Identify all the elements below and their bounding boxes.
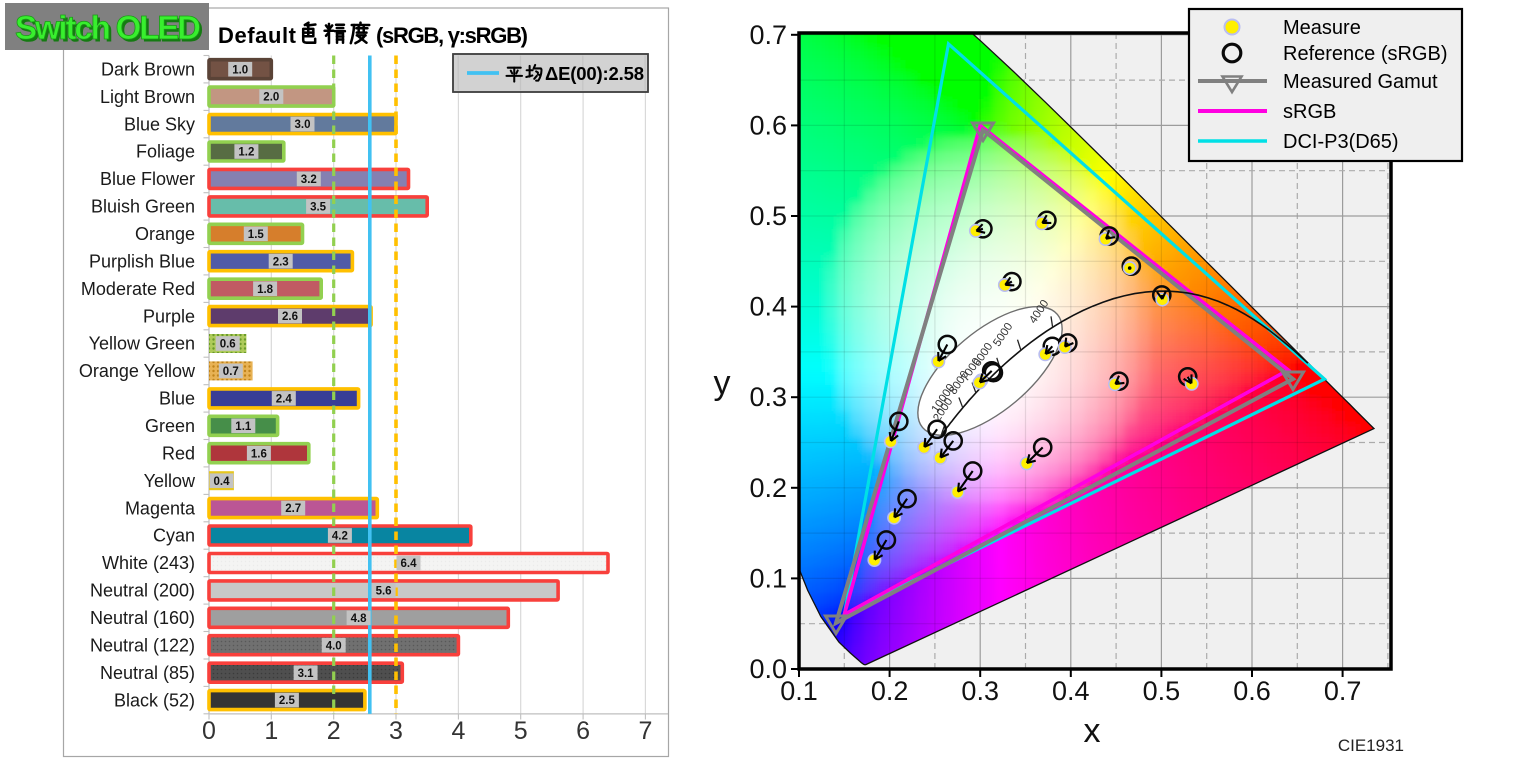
svg-text:Blue Flower: Blue Flower xyxy=(100,169,195,189)
svg-text:2.7: 2.7 xyxy=(285,503,301,515)
svg-text:Moderate Red: Moderate Red xyxy=(81,279,195,299)
svg-text:Neutral (122): Neutral (122) xyxy=(90,635,195,655)
svg-text:0.5: 0.5 xyxy=(749,201,787,231)
svg-text:1.0: 1.0 xyxy=(232,64,248,76)
svg-text:Orange Yellow: Orange Yellow xyxy=(79,361,196,381)
svg-text:1.1: 1.1 xyxy=(235,421,252,433)
svg-text:0.2: 0.2 xyxy=(749,473,787,503)
svg-text:Light Brown: Light Brown xyxy=(100,87,195,107)
svg-text:Switch OLED: Switch OLED xyxy=(18,12,204,49)
svg-text:2.0: 2.0 xyxy=(263,92,279,104)
svg-text:Switch OLED: Switch OLED xyxy=(15,9,201,46)
svg-text:0.3: 0.3 xyxy=(749,382,787,412)
svg-text:Green: Green xyxy=(145,416,195,436)
svg-text:0.4: 0.4 xyxy=(749,292,787,322)
svg-text:1.8: 1.8 xyxy=(257,284,274,296)
svg-text:CIE1931: CIE1931 xyxy=(1338,736,1404,755)
svg-text:ΔE(00):2.58: ΔE(00):2.58 xyxy=(545,63,644,84)
svg-text:0.2: 0.2 xyxy=(871,676,909,706)
svg-text:0.4: 0.4 xyxy=(1052,676,1090,706)
svg-text:Foliage: Foliage xyxy=(136,142,195,162)
svg-text:Black (52): Black (52) xyxy=(114,690,195,710)
svg-text:Purple: Purple xyxy=(143,306,195,326)
svg-text:7: 7 xyxy=(638,717,652,745)
svg-text:0.4: 0.4 xyxy=(214,476,231,488)
svg-text:Red: Red xyxy=(162,443,195,463)
svg-text:Measured Gamut: Measured Gamut xyxy=(1283,71,1438,93)
svg-text:1.2: 1.2 xyxy=(238,147,254,159)
svg-text:4.0: 4.0 xyxy=(326,640,342,652)
svg-text:Purplish Blue: Purplish Blue xyxy=(89,251,195,271)
svg-text:0.6: 0.6 xyxy=(220,339,236,351)
svg-text:x: x xyxy=(1084,712,1101,750)
svg-text:1.6: 1.6 xyxy=(251,448,267,460)
svg-text:(sRGB, γ:sRGB): (sRGB, γ:sRGB) xyxy=(376,23,528,48)
svg-text:3.0: 3.0 xyxy=(295,119,311,131)
svg-text:4.2: 4.2 xyxy=(332,531,348,543)
svg-text:sRGB: sRGB xyxy=(1283,101,1336,123)
svg-text:0.5: 0.5 xyxy=(1143,676,1181,706)
svg-text:Neutral (160): Neutral (160) xyxy=(90,608,195,628)
svg-text:3.5: 3.5 xyxy=(310,202,327,214)
svg-text:4: 4 xyxy=(451,717,465,745)
svg-text:2.5: 2.5 xyxy=(279,695,296,707)
svg-text:Default: Default xyxy=(218,23,297,48)
svg-text:Dark Brown: Dark Brown xyxy=(101,59,195,79)
svg-text:0.6: 0.6 xyxy=(749,110,787,140)
svg-text:Orange: Orange xyxy=(135,224,195,244)
svg-text:0: 0 xyxy=(202,717,216,745)
svg-text:DCI-P3(D65): DCI-P3(D65) xyxy=(1283,131,1399,153)
svg-text:0.1: 0.1 xyxy=(780,676,818,706)
svg-text:Reference (sRGB): Reference (sRGB) xyxy=(1283,43,1448,65)
svg-text:3: 3 xyxy=(389,717,403,745)
svg-text:White (243): White (243) xyxy=(102,553,195,573)
svg-text:1: 1 xyxy=(264,717,278,745)
svg-text:0.0: 0.0 xyxy=(749,654,787,684)
svg-text:Neutral (200): Neutral (200) xyxy=(90,581,195,601)
svg-text:2: 2 xyxy=(327,717,341,745)
svg-text:5: 5 xyxy=(514,717,528,745)
svg-text:3.1: 3.1 xyxy=(298,668,315,680)
svg-text:Cyan: Cyan xyxy=(153,526,195,546)
svg-text:y: y xyxy=(714,364,731,402)
svg-text:Yellow: Yellow xyxy=(144,471,196,491)
svg-text:Bluish Green: Bluish Green xyxy=(91,197,195,217)
svg-text:0.7: 0.7 xyxy=(1324,676,1362,706)
svg-text:1.5: 1.5 xyxy=(248,229,265,241)
svg-text:0.3: 0.3 xyxy=(961,676,999,706)
svg-text:0.6: 0.6 xyxy=(1233,676,1271,706)
svg-text:Magenta: Magenta xyxy=(125,498,196,518)
svg-text:Yellow Green: Yellow Green xyxy=(89,334,195,354)
svg-text:5.6: 5.6 xyxy=(376,586,392,598)
svg-text:6.4: 6.4 xyxy=(401,558,418,570)
svg-text:0.1: 0.1 xyxy=(749,563,787,593)
svg-text:6: 6 xyxy=(576,717,590,745)
svg-text:Measure: Measure xyxy=(1283,17,1361,39)
svg-text:Neutral (85): Neutral (85) xyxy=(100,663,195,683)
svg-text:0.7: 0.7 xyxy=(223,366,239,378)
svg-text:3.2: 3.2 xyxy=(301,174,317,186)
svg-text:2.3: 2.3 xyxy=(273,256,289,268)
svg-text:4.8: 4.8 xyxy=(351,613,368,625)
svg-text:2.6: 2.6 xyxy=(282,311,298,323)
svg-text:2.4: 2.4 xyxy=(276,394,293,406)
svg-text:Blue Sky: Blue Sky xyxy=(124,114,195,134)
svg-text:0.7: 0.7 xyxy=(749,20,787,50)
svg-text:Blue: Blue xyxy=(159,389,195,409)
